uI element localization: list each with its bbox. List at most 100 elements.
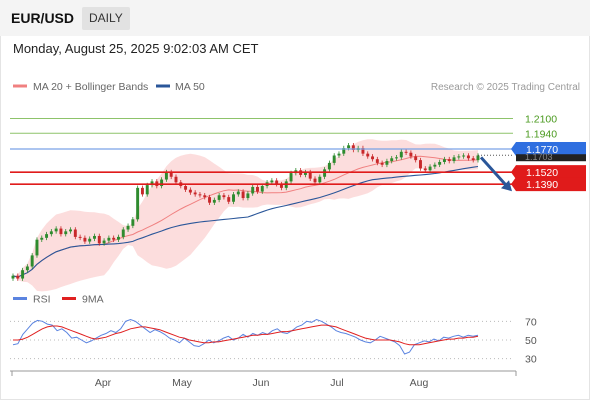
- candle-body: [126, 225, 130, 230]
- candle-body: [198, 194, 202, 196]
- candle-body: [423, 168, 427, 171]
- candle-body: [140, 187, 144, 195]
- chart-header: EUR/USD DAILY: [0, 0, 590, 36]
- candle-body: [59, 228, 63, 235]
- level-1-2100-label: 1.2100: [525, 114, 557, 126]
- candle-body: [342, 148, 346, 154]
- candle-body: [49, 231, 53, 235]
- ma50-legend-label: MA 50: [175, 81, 205, 93]
- candle-body: [45, 234, 49, 238]
- level-1-1940-label: 1.1940: [525, 128, 557, 140]
- candle-body: [279, 184, 283, 188]
- copyright-credit: Research © 2025 Trading Central: [431, 82, 580, 93]
- candle-body: [93, 235, 96, 239]
- candle-body: [438, 161, 442, 165]
- candle-body: [121, 229, 125, 237]
- candle-body: [318, 176, 322, 183]
- candle-body: [208, 197, 212, 203]
- candle-body: [54, 228, 58, 232]
- candle-body: [462, 155, 466, 157]
- candle-body: [466, 155, 470, 159]
- rsi-legend-swatch: [13, 297, 27, 300]
- ma9-legend-swatch: [62, 297, 76, 300]
- candle-body: [78, 236, 82, 238]
- candle-body: [184, 186, 188, 190]
- candle-body: [193, 192, 197, 195]
- candle-body: [160, 179, 164, 187]
- candle-body: [25, 266, 29, 271]
- level-1-1770-label: 1.1770: [526, 144, 558, 156]
- candle-body: [323, 169, 327, 177]
- candle-body: [385, 161, 389, 165]
- candle-body: [289, 173, 293, 182]
- currency-pair-title: EUR/USD: [11, 10, 75, 26]
- candle-body: [145, 185, 149, 195]
- ma20-legend-label: MA 20 + Bollinger Bands: [33, 81, 148, 93]
- candle-body: [327, 162, 331, 170]
- candle-body: [222, 195, 226, 198]
- candle-body: [88, 238, 92, 242]
- candle-body: [212, 199, 216, 203]
- x-tick-may: May: [172, 377, 193, 389]
- candle-body: [337, 153, 341, 156]
- candle-body: [308, 172, 312, 179]
- candle-body: [457, 156, 461, 158]
- level-1-1520-label: 1.1520: [526, 167, 558, 179]
- level-1-1520-tag: [511, 165, 586, 180]
- candle-body: [136, 187, 140, 220]
- candle-body: [236, 191, 240, 195]
- last-price-tag: [516, 154, 586, 162]
- candle-body: [251, 186, 255, 194]
- candle-body: [442, 159, 446, 162]
- candle-body: [351, 145, 355, 150]
- candle-body: [174, 176, 178, 183]
- candle-body: [433, 164, 437, 167]
- candle-body: [217, 195, 221, 200]
- level-1-1390-tag: [511, 177, 586, 192]
- candle-body: [64, 231, 68, 235]
- candle-body: [131, 219, 135, 226]
- candle-body: [260, 186, 264, 192]
- rsi-legend-label: RSI: [33, 294, 51, 306]
- price-plot: [11, 139, 480, 292]
- candle-body: [275, 180, 279, 185]
- x-tick-aug: Aug: [410, 377, 429, 389]
- candle-body: [414, 156, 418, 161]
- candle-body: [150, 181, 154, 186]
- bollinger-band: [13, 139, 478, 292]
- candle-body: [16, 275, 20, 279]
- candle-body: [21, 270, 25, 279]
- candle-body: [313, 178, 317, 183]
- candle-body: [40, 237, 44, 240]
- rsi-tick-50: 50: [525, 335, 537, 347]
- timeframe-badge[interactable]: DAILY: [82, 7, 130, 30]
- 9ma-line: [13, 324, 479, 346]
- candle-body: [395, 157, 398, 159]
- candle-body: [366, 153, 370, 157]
- analysis-timestamp: Monday, August 25, 2025 9:02:03 AM CET: [13, 41, 259, 56]
- candle-body: [361, 148, 365, 154]
- candle-body: [203, 195, 207, 198]
- candle-body: [270, 180, 274, 183]
- candle-body: [164, 172, 168, 180]
- candle-body: [11, 275, 15, 279]
- candle-body: [169, 172, 173, 177]
- candle-body: [97, 235, 101, 244]
- candle-body: [428, 166, 432, 171]
- candle-body: [116, 236, 120, 240]
- rsi-tick-70: 70: [525, 316, 537, 328]
- candle-body: [73, 229, 77, 237]
- candle-body: [471, 158, 475, 161]
- candle-body: [83, 237, 87, 242]
- candle-body: [380, 162, 384, 165]
- candle-body: [375, 159, 379, 163]
- forecast-arrow-head: [501, 180, 512, 192]
- candle-body: [447, 159, 451, 162]
- candle-body: [107, 237, 111, 241]
- x-tick-apr: Apr: [95, 377, 112, 389]
- rsi-plot: 70 50 30: [10, 316, 537, 366]
- candle-body: [102, 240, 106, 244]
- candle-body: [452, 157, 456, 162]
